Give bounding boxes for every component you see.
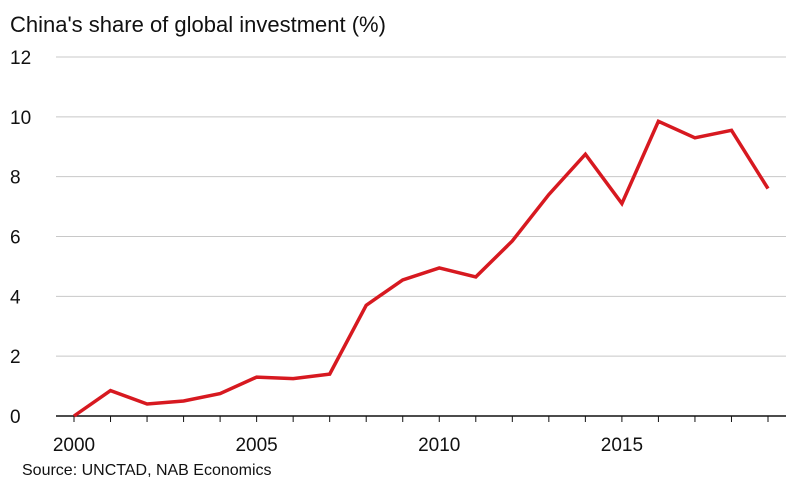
series-line [73, 118, 770, 418]
x-tick-label: 2010 [418, 435, 460, 456]
y-tick-label: 4 [10, 287, 21, 308]
x-tick-label: 2000 [53, 435, 95, 456]
x-tick-label: 2015 [601, 435, 643, 456]
y-tick-labels: 0 2 4 6 8 10 12 [10, 48, 31, 428]
y-tick-label: 6 [10, 228, 21, 249]
y-tick-label: 0 [10, 407, 21, 428]
x-tick-marks [73, 416, 769, 422]
source-note: Source: UNCTAD, NAB Economics [22, 462, 272, 479]
chart-title: China's share of global investment (%) [10, 12, 386, 37]
x-tick-labels: 2000 2005 2010 2015 [53, 435, 643, 456]
gridlines [56, 56, 786, 357]
y-tick-label: 2 [10, 347, 21, 368]
y-tick-label: 10 [10, 108, 31, 129]
y-tick-label: 12 [10, 48, 31, 69]
x-tick-label: 2005 [235, 435, 277, 456]
y-tick-label: 8 [10, 168, 21, 189]
